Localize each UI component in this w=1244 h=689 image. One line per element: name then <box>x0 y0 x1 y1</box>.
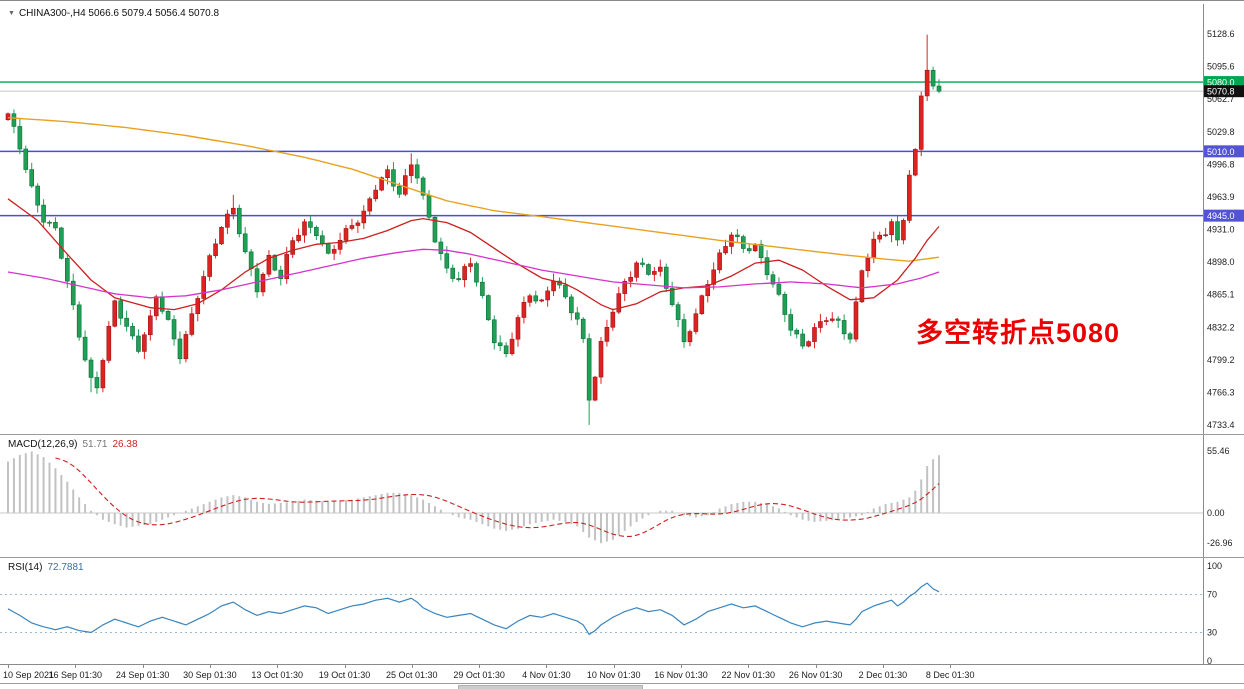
ma-fast-magenta[interactable] <box>7 248 940 299</box>
time-label: 22 Nov 01:30 <box>721 670 776 680</box>
svg-text:4799.2: 4799.2 <box>1207 355 1235 365</box>
chart-text-annotation[interactable]: 多空转折点5080 <box>916 318 1121 348</box>
time-tick <box>546 665 548 668</box>
time-label: 16 Nov 01:30 <box>654 670 708 680</box>
svg-text:4963.9: 4963.9 <box>1207 192 1235 202</box>
time-tick <box>479 665 481 668</box>
macd-histogram <box>7 451 941 544</box>
time-label: 29 Oct 01:30 <box>453 670 505 680</box>
svg-text:5010.0: 5010.0 <box>1207 147 1235 157</box>
time-label: 10 Sep 2021 <box>3 670 55 680</box>
svg-text:0.00: 0.00 <box>1207 508 1225 518</box>
time-tick <box>277 665 279 668</box>
macd-indicator-label: MACD(12,26,9) 51.71 26.38 <box>8 439 138 450</box>
price-level-lines[interactable] <box>0 81 1203 217</box>
rsi-indicator-label: RSI(14) 72.7881 <box>8 562 84 573</box>
macd-signal-line <box>55 457 940 537</box>
price-axis-labels: 5128.6 5095.6 5062.7 5029.8 4996.8 4963.9 4931… <box>1207 29 1235 430</box>
time-axis[interactable]: 10 Sep 2021 16 Sep 01:30 24 Sep 01:30 30 Se… <box>0 664 1244 683</box>
svg-text:70: 70 <box>1207 590 1217 600</box>
svg-text:30: 30 <box>1207 628 1217 638</box>
svg-text:4996.8: 4996.8 <box>1207 159 1235 169</box>
svg-text:-26.96: -26.96 <box>1207 538 1233 548</box>
time-tick <box>748 665 750 668</box>
svg-text:5128.6: 5128.6 <box>1207 29 1235 39</box>
price-tag: 4945.0 <box>1204 209 1244 222</box>
time-label: 26 Nov 01:30 <box>788 670 843 680</box>
time-tick <box>344 665 346 668</box>
svg-text:55.46: 55.46 <box>1207 446 1230 456</box>
svg-text:4931.0: 4931.0 <box>1207 225 1235 235</box>
collapse-icon[interactable]: ▼ <box>8 10 15 17</box>
rsi-line <box>7 582 940 636</box>
time-label: 24 Sep 01:30 <box>115 670 170 680</box>
svg-text:4898.0: 4898.0 <box>1207 257 1235 267</box>
macd-label: MACD(12,26,9) <box>8 439 78 450</box>
macd-axis-labels: 55.46 0.00 -26.96 <box>1207 446 1233 548</box>
time-tick <box>681 665 682 668</box>
time-tick <box>950 665 952 668</box>
price-tag: 5070.8 <box>1204 85 1244 98</box>
svg-text:5062.7: 5062.7 <box>1207 94 1235 104</box>
svg-text:4766.3: 4766.3 <box>1207 387 1235 397</box>
rsi-axis-labels: 100 70 30 0 <box>1207 561 1222 664</box>
time-label: 10 Nov 01:30 <box>586 670 641 680</box>
time-label: 4 Nov 01:30 <box>522 670 571 680</box>
svg-text:0: 0 <box>1207 656 1212 664</box>
ma-mid-red[interactable] <box>7 198 940 311</box>
svg-text:4733.4: 4733.4 <box>1207 420 1235 430</box>
time-label: 16 Sep 01:30 <box>48 670 103 680</box>
h-scrollbar-thumb[interactable] <box>458 685 643 689</box>
price-tag: 5080.0 <box>1204 76 1244 89</box>
h-scrollbar-track <box>0 683 1244 689</box>
ma-slow-orange[interactable] <box>7 117 940 262</box>
time-tick <box>815 665 817 668</box>
rsi-value: 72.7881 <box>47 562 84 573</box>
macd-main-value: 51.71 <box>82 439 108 450</box>
time-label: 8 Dec 01:30 <box>925 670 975 680</box>
rsi-canvas[interactable]: 100 70 30 0 <box>0 558 1244 664</box>
time-tick <box>882 665 884 668</box>
svg-text:5095.6: 5095.6 <box>1207 62 1235 72</box>
svg-text:4865.1: 4865.1 <box>1207 290 1235 300</box>
time-label: 2 Dec 01:30 <box>858 670 908 680</box>
price-tag: 5010.0 <box>1204 145 1244 158</box>
time-tick <box>142 665 144 668</box>
time-tick <box>411 665 413 668</box>
main-chart-canvas[interactable]: 5128.6 5095.6 5062.7 5029.8 4996.8 4963.9 4931… <box>0 4 1244 435</box>
macd-canvas[interactable]: 55.46 0.00 -26.96 <box>0 435 1244 558</box>
time-label: 30 Sep 01:30 <box>183 670 237 680</box>
svg-text:5080.0: 5080.0 <box>1207 78 1235 88</box>
candles <box>5 34 942 425</box>
svg-text:5029.8: 5029.8 <box>1207 127 1235 137</box>
svg-text:4945.0: 4945.0 <box>1207 211 1235 221</box>
svg-text:5070.8: 5070.8 <box>1207 87 1235 97</box>
svg-text:100: 100 <box>1207 561 1222 571</box>
chart-title: ▼ CHINA300-,H4 5066.6 5079.4 5056.4 5070… <box>8 8 219 19</box>
time-tick <box>8 665 9 668</box>
time-label: 19 Oct 01:30 <box>318 670 371 680</box>
svg-text:4832.2: 4832.2 <box>1207 322 1235 332</box>
macd-signal-value: 26.38 <box>112 439 138 450</box>
time-label: 13 Oct 01:30 <box>251 670 303 680</box>
chart-title-text: CHINA300-,H4 5066.6 5079.4 5056.4 5070.8 <box>18 8 220 19</box>
rsi-label: RSI(14) <box>8 562 43 573</box>
time-label: 25 Oct 01:30 <box>386 670 438 680</box>
time-tick <box>209 665 211 668</box>
time-tick <box>75 665 77 668</box>
price-axis[interactable] <box>1203 4 1244 664</box>
time-tick <box>613 665 615 668</box>
